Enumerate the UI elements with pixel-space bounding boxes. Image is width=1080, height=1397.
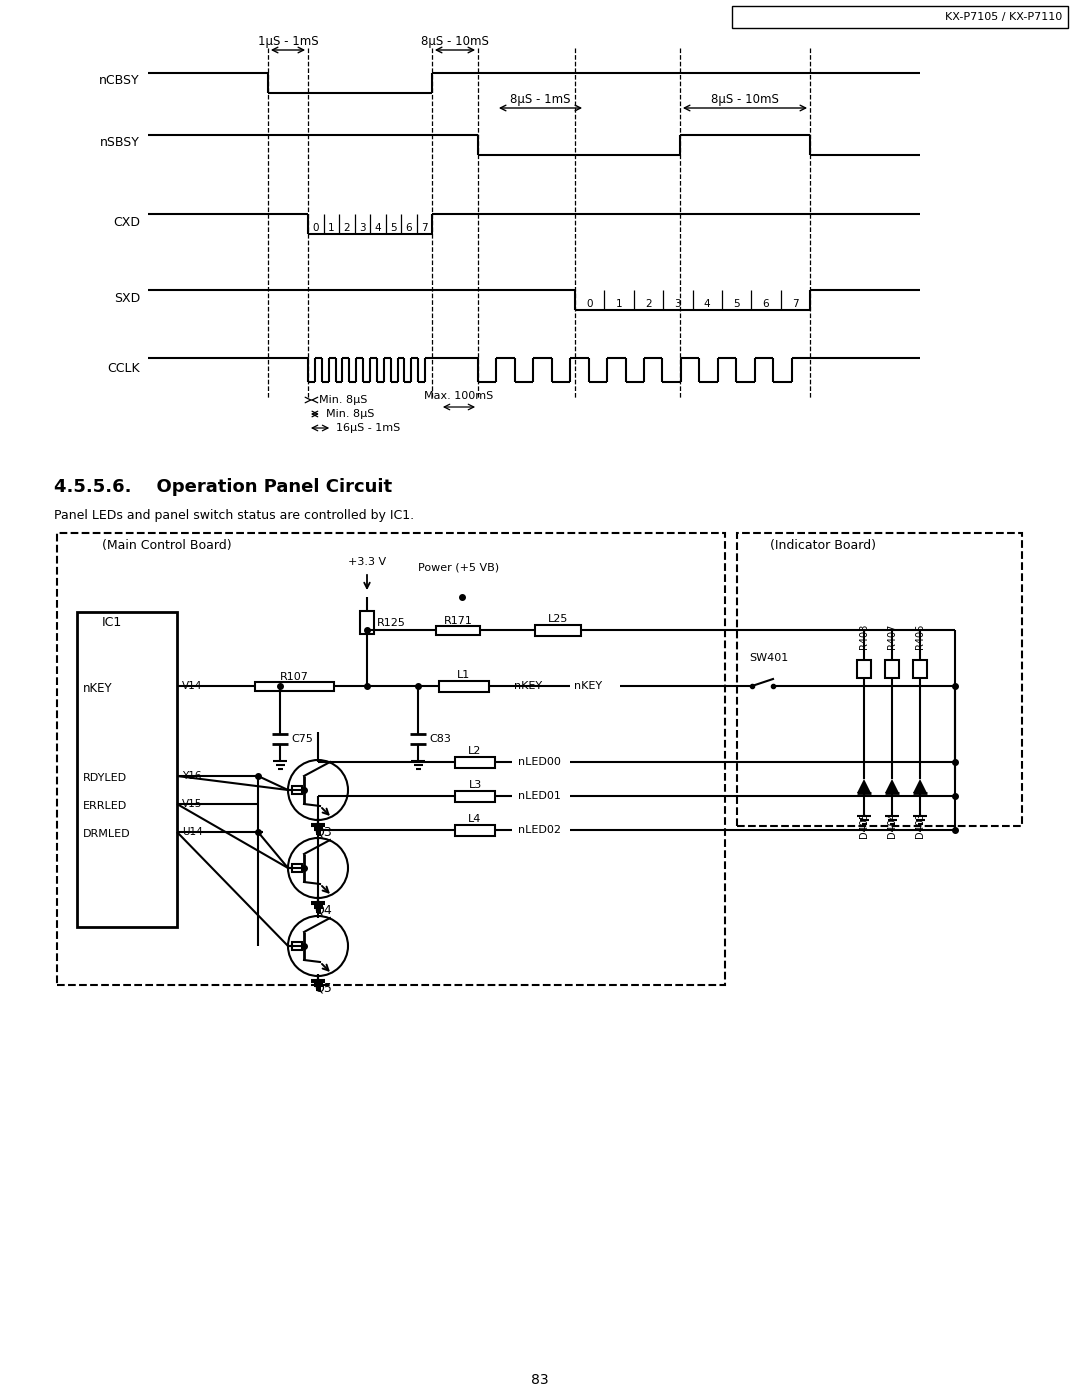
Text: 6: 6 [762,299,769,309]
Text: nLED01: nLED01 [518,791,561,800]
Text: U14: U14 [183,827,203,837]
Text: CXD: CXD [113,215,140,229]
Bar [535,624,581,636]
Text: L3: L3 [469,780,482,789]
Polygon shape [858,780,870,793]
Text: 4: 4 [704,299,711,309]
Bar [885,659,899,679]
Text: 2: 2 [645,299,651,309]
Text: nLED00: nLED00 [518,757,561,767]
Text: Panel LEDs and panel switch status are controlled by IC1.: Panel LEDs and panel switch status are c… [54,509,414,521]
Bar [737,534,1022,826]
Text: Max. 100mS: Max. 100mS [424,391,494,401]
Text: 6: 6 [405,224,413,233]
Text: 3: 3 [675,299,681,309]
Text: 1μS - 1mS: 1μS - 1mS [258,35,319,49]
Text: 1: 1 [616,299,622,309]
Text: 8μS - 1mS: 8μS - 1mS [510,94,570,106]
Text: R171: R171 [444,616,472,626]
Text: KX-P7105 / KX-P7110: KX-P7105 / KX-P7110 [945,13,1062,22]
Text: D404: D404 [887,812,897,838]
Text: 0: 0 [586,299,593,309]
Bar [292,787,302,793]
Text: IC1: IC1 [102,616,122,629]
Text: 5: 5 [390,224,396,233]
Text: L1: L1 [457,671,471,680]
Text: nSBSY: nSBSY [100,136,140,148]
Text: nKEY: nKEY [573,680,603,692]
Text: D405: D405 [859,812,869,838]
Text: C75: C75 [291,733,313,745]
Text: DRMLED: DRMLED [83,828,131,840]
Bar [455,757,496,767]
Text: Q5: Q5 [314,982,332,995]
Text: D403: D403 [915,812,924,838]
Bar [292,942,302,950]
Text: +3.3 V: +3.3 V [348,557,387,567]
Text: nLED02: nLED02 [518,826,561,835]
Text: Y16: Y16 [183,771,202,781]
Text: 7: 7 [792,299,798,309]
Text: R407: R407 [887,623,897,648]
Text: nKEY: nKEY [514,680,542,692]
Polygon shape [885,780,899,793]
Bar [732,6,1068,28]
Text: RDYLED: RDYLED [83,773,127,782]
Bar [913,659,927,679]
Text: V15: V15 [183,799,202,809]
Text: 16μS - 1mS: 16μS - 1mS [336,423,401,433]
Text: R406: R406 [915,623,924,648]
Text: R125: R125 [377,617,406,627]
Bar [57,534,725,985]
Bar [360,610,374,634]
Bar [455,824,496,835]
Bar [455,791,496,802]
Text: 83: 83 [531,1373,549,1387]
Text: 5: 5 [733,299,740,309]
Bar [438,680,489,692]
Bar [77,612,177,928]
Text: 8μS - 10mS: 8μS - 10mS [421,35,489,49]
Text: SXD: SXD [113,292,140,305]
Text: Min. 8μS: Min. 8μS [319,395,367,405]
Text: nKEY: nKEY [83,682,112,694]
Text: V14: V14 [183,680,202,692]
Text: 8μS - 10mS: 8μS - 10mS [711,94,779,106]
Bar [436,626,480,634]
Text: 7: 7 [421,224,428,233]
Text: C83: C83 [429,733,450,745]
Text: 3: 3 [359,224,365,233]
Bar [255,682,335,690]
Text: (Main Control Board): (Main Control Board) [102,539,231,552]
Text: 0: 0 [312,224,319,233]
Text: 1: 1 [328,224,335,233]
Text: 4.5.5.6.    Operation Panel Circuit: 4.5.5.6. Operation Panel Circuit [54,478,392,496]
Bar [858,659,870,679]
Bar [292,863,302,872]
Text: SW401: SW401 [750,652,788,664]
Polygon shape [913,780,927,793]
Text: L25: L25 [548,615,568,624]
Text: L2: L2 [469,746,482,756]
Text: 2: 2 [343,224,350,233]
Text: CCLK: CCLK [107,362,140,374]
Text: L4: L4 [469,814,482,824]
Text: Q4: Q4 [314,904,332,916]
Text: ERRLED: ERRLED [83,800,127,812]
Text: nCBSY: nCBSY [99,74,140,87]
Text: Min. 8μS: Min. 8μS [326,409,374,419]
Text: R408: R408 [859,623,869,648]
Text: Q3: Q3 [314,826,332,838]
Text: Power (+5 VB): Power (+5 VB) [418,563,499,573]
Text: 4: 4 [375,224,381,233]
Text: R107: R107 [280,672,309,682]
Text: (Indicator Board): (Indicator Board) [770,539,876,552]
